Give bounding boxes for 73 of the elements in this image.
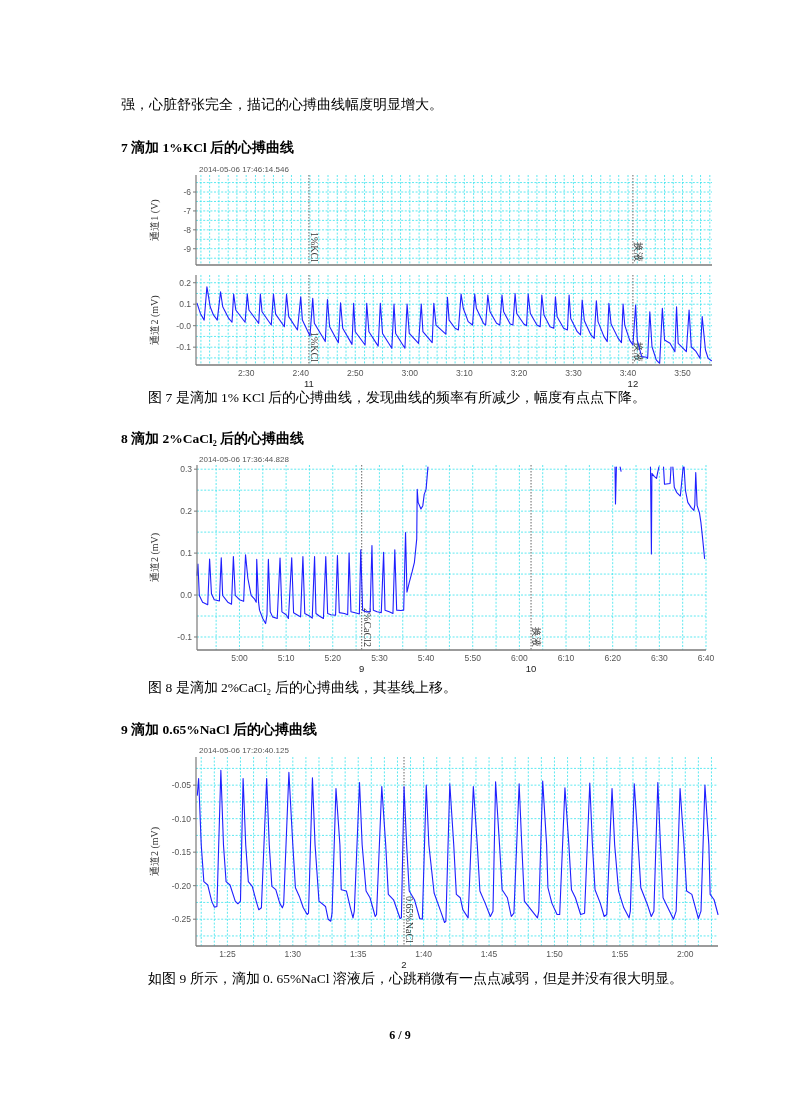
- x-tick-label: 1:30: [284, 949, 302, 959]
- y-tick-label: -0.0: [176, 320, 191, 331]
- title: 7 滴加 1%KCl 后的心搏曲线: [121, 140, 295, 155]
- y-tick-label: 0.0: [180, 590, 192, 601]
- y-tick-label: -0.25: [171, 914, 191, 925]
- x-tick-label: 5:40: [417, 653, 435, 663]
- x-tick-label: 1:50: [546, 949, 563, 959]
- x-tick-label: 1:25: [219, 949, 236, 959]
- x-tick-label: 6:40: [697, 653, 715, 663]
- x-tick-label: 3:00: [401, 368, 419, 378]
- x-tick-label: 3:50: [674, 368, 691, 378]
- y-tick-label: -0.05: [171, 780, 191, 791]
- x-tick-label: 3:20: [510, 368, 528, 378]
- marker-label: 2: [401, 959, 407, 970]
- ref-line-label: 换液: [531, 627, 543, 647]
- x-tick-label: 6:20: [604, 653, 621, 663]
- y-axis-title: 通道2 (mV): [149, 295, 160, 345]
- y-axis-title: 通道2 (mV): [149, 532, 160, 583]
- x-tick-label: 5:00: [231, 653, 248, 663]
- note: 图 8 是滴加 2%CaCl₂ 后的心搏曲线，其基线上移。: [148, 680, 457, 695]
- y-tick-label: 0.1: [179, 299, 191, 310]
- marker-label: 9: [359, 663, 365, 674]
- ref-line-label: 2%CaCl2: [361, 608, 373, 647]
- y-tick-label: 0.2: [180, 506, 192, 517]
- y-tick-label: -8: [183, 224, 191, 235]
- x-tick-label: 6:10: [557, 653, 575, 663]
- y-tick-label: -7: [183, 205, 191, 216]
- x-tick-label: 3:10: [456, 368, 473, 378]
- x-tick-label: 3:30: [565, 368, 582, 378]
- ref-line-label: 换液: [632, 242, 644, 262]
- y-tick-label: -9: [183, 243, 191, 254]
- y-axis-title: 通道1 (V): [149, 199, 160, 241]
- y-tick-label: 0.3: [180, 464, 192, 475]
- ref-line-label: 0.65%NaCl: [404, 896, 415, 943]
- y-tick-label: -6: [183, 187, 191, 197]
- y-tick-label: -0.1: [177, 632, 192, 642]
- x-tick-label: 1:55: [611, 949, 629, 959]
- x-tick-label: 2:30: [237, 368, 255, 378]
- y-tick-label: 0.2: [179, 277, 191, 288]
- title: 8 滴加 2%CaCl₂ 后的心搏曲线: [121, 431, 305, 446]
- y-tick-label: -0.15: [171, 847, 191, 858]
- subtitle: 2014-05-06 17:20:40.125: [199, 746, 289, 755]
- x-tick-label: 2:40: [292, 368, 309, 378]
- note: 图 7 是滴加 1% KCl 后的心搏曲线，发现曲线的频率有所减少，幅度有点点下降。: [148, 390, 647, 405]
- x-tick-label: 1:40: [415, 949, 432, 959]
- ref-line-label: 1%KCl: [308, 232, 320, 262]
- marker-label: 11: [303, 378, 314, 389]
- y-tick-label: -0.20: [171, 880, 191, 891]
- x-tick-label: 2:00: [677, 949, 694, 959]
- x-tick-label: 2:50: [347, 368, 364, 378]
- note: 6 / 9: [389, 1028, 411, 1042]
- x-tick-label: 5:30: [371, 653, 388, 663]
- note: 强，心脏舒张完全，描记的心搏曲线幅度明显增大。: [121, 97, 443, 112]
- x-tick-label: 5:10: [277, 653, 295, 663]
- x-tick-label: 6:30: [651, 653, 668, 663]
- ref-line-label: 1%KCl: [308, 332, 320, 362]
- y-tick-label: 0.1: [180, 548, 192, 559]
- x-tick-label: 6:00: [511, 653, 528, 663]
- x-tick-label: 3:40: [619, 368, 637, 378]
- x-tick-label: 5:20: [324, 653, 342, 663]
- y-axis-title: 通道2 (mV): [149, 826, 160, 877]
- ref-line-label: 换液: [632, 342, 644, 362]
- marker-label: 10: [525, 663, 537, 674]
- x-tick-label: 1:45: [480, 949, 498, 959]
- title: 9 滴加 0.65%NaCl 后的心搏曲线: [121, 722, 317, 737]
- x-tick-label: 5:50: [464, 653, 481, 663]
- y-tick-label: -0.10: [171, 813, 191, 824]
- subtitle: 2014-05-06 17:46:14.546: [199, 165, 289, 174]
- subtitle: 2014-05-06 17:36:44.828: [199, 455, 289, 464]
- y-tick-label: -0.1: [176, 342, 191, 353]
- note: 如图 9 所示，滴加 0. 65%NaCl 溶液后，心跳稍微有一点点减弱，但是并没有很大明显。: [148, 971, 683, 986]
- marker-label: 12: [627, 378, 639, 389]
- x-tick-label: 1:35: [349, 949, 367, 959]
